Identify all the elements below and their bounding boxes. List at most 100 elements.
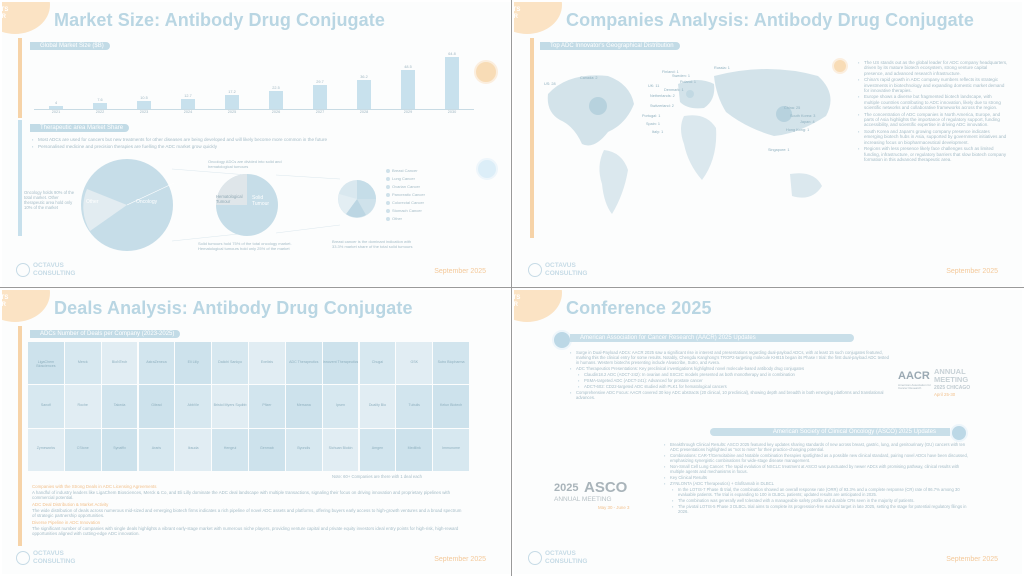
map-country-label: Finland: 1 <box>662 70 679 74</box>
deal-company-cell: Hengrui <box>212 428 248 471</box>
bullet: Personalised medicine and precision ther… <box>32 144 432 150</box>
slide-date: September 2025 <box>434 556 486 563</box>
slide-companies-analysis[interactable]: INSIGHTS CORNER Companies Analysis: Anti… <box>514 2 1022 286</box>
pie-note-right: Breast cancer is the dominant indication… <box>332 239 413 249</box>
bar-value-label: 12.7 <box>184 93 192 98</box>
deal-company-cell: Mersana <box>285 385 322 428</box>
map-country-label: UK: 11 <box>648 84 660 88</box>
x-tick-label: 2025 <box>227 110 237 114</box>
legend-item: Ovarian Cancer <box>386 183 425 191</box>
deal-company-cell: GSK <box>396 342 433 385</box>
slide-date: September 2025 <box>946 556 998 563</box>
slide-market-size[interactable]: INSIGHTS CORNER Market Size: Antibody Dr… <box>2 2 510 286</box>
bar-value-label: 36.2 <box>360 75 368 80</box>
aacr-logo: AACR American Association for Cancer Res… <box>898 367 971 398</box>
deal-company-cell: ADC Therapeutics <box>285 342 322 385</box>
deal-company-cell: Roche <box>64 385 101 428</box>
octavus-logo: OCTAVUS CONSULTING <box>16 549 76 567</box>
analysis-point: South Korea and Japan's growing company … <box>858 129 1008 145</box>
map-country-label: Italy: 1 <box>652 130 664 134</box>
insights-corner-badge: INSIGHTS CORNER <box>514 290 562 322</box>
legend-item: Stomach Cancer <box>386 207 425 215</box>
bar <box>357 80 371 109</box>
deal-company-cell: Genmab <box>249 428 285 471</box>
deal-company-cell: CStone <box>64 428 101 471</box>
aacr-subpoint: ADCT-602: CD22-targeted ADC studied with… <box>578 384 890 389</box>
asco-points: Breakthrough Clinical Results: ASCO 2025… <box>664 442 974 515</box>
analysis-point: China's rapid growth in ADC company numb… <box>858 77 1008 93</box>
asco-subpoint: The pivotal LOTIS-5 Phase 3 DLBCL trial … <box>672 504 974 514</box>
grid-label: ADCs Number of Deals per Company (2023-2… <box>30 330 181 338</box>
asco-point: Non-Small Cell Lung Cancer: The rapid ev… <box>664 464 974 474</box>
slide-deals-analysis[interactable]: INSIGHTS CORNER Deals Analysis: Antibody… <box>2 290 510 574</box>
analysis-point: Regions with less presence likely face c… <box>858 146 1008 162</box>
deal-company-cell: Synaffix <box>101 428 138 471</box>
map-country-label: Japan: 4 <box>800 120 815 124</box>
aacr-label: American Association for Cancer Research… <box>570 334 854 342</box>
deal-company-cell: AbbVie <box>175 385 212 428</box>
bar <box>49 105 63 109</box>
deal-company-cell: BioNTech <box>101 342 138 385</box>
analysis-point: Europe shows a diverse but fragmented bi… <box>858 94 1008 110</box>
map-country-label: South Korea: 3 <box>790 114 816 118</box>
market-share-bullets: Most ADCs are used for cancers but new t… <box>32 137 432 150</box>
octavus-logo: OCTAVUS CONSULTING <box>16 261 76 279</box>
insights-corner-badge: INSIGHTS CORNER <box>2 2 50 34</box>
slide-title: Conference 2025 <box>566 298 712 318</box>
x-tick-label: 2028 <box>359 110 369 114</box>
pie2-hematological-label: Hematological Tumour <box>216 194 243 204</box>
slide-conference[interactable]: INSIGHTS CORNER Conference 2025 American… <box>514 290 1022 574</box>
pie-connector-lines <box>172 168 341 242</box>
map-country-label: Netherlands: 2 <box>650 94 675 98</box>
oncology-pie <box>81 159 175 251</box>
aacr-point: Surge in Dual-Payload ADCs: AACR 2025 sa… <box>570 350 890 365</box>
map-country-label: China: 25 <box>784 106 801 110</box>
deal-company-cell: LigaChem Biosciences <box>28 342 64 385</box>
bar-value-label: 64.8 <box>448 52 456 57</box>
bar <box>181 98 195 109</box>
deal-company-cell: Merck <box>64 342 101 385</box>
deal-company-cell: Eli Lilly <box>175 342 212 385</box>
asco-logo: 2025 ASCO ANNUAL MEETING May 30 - June 3 <box>554 479 630 510</box>
deal-company-cell: Immunome <box>433 428 469 471</box>
map-country-label: Portugal: 1 <box>642 114 661 118</box>
vertical-divider <box>511 0 512 576</box>
legend-item: Pancreatic Cancer <box>386 191 425 199</box>
bar-value-label: 7.6 <box>97 97 103 102</box>
legend-item: Breast Cancer <box>386 167 425 175</box>
deal-company-cell: Araris <box>138 428 175 471</box>
deal-company-cell: Ipsen <box>322 385 359 428</box>
legend-item: Colorectal Cancer <box>386 199 425 207</box>
map-country-label: Hong Kong: 1 <box>786 128 810 132</box>
aacr-point: ADC Therapeutics Presentations: Key prec… <box>570 366 890 371</box>
pie-note-mid: Oncology ADCs are divided into solid and… <box>208 159 282 169</box>
deal-company-cell: Chugai <box>359 342 396 385</box>
accent-line <box>18 326 22 546</box>
aacr-point: Comprehensive ADC Focus: AACR covered 30… <box>570 390 890 400</box>
bar <box>313 85 327 109</box>
summary-text: A handful of industry leaders like LigaC… <box>32 489 451 500</box>
summary-heading: Companies with the Strong Deals in ADC L… <box>32 484 157 489</box>
asco-label: American Society of Clinical Oncology (A… <box>710 428 950 436</box>
bar-value-label: 29.7 <box>316 80 324 85</box>
x-tick-label: 2026 <box>271 110 281 114</box>
world-map <box>547 69 831 214</box>
summary-heading: Diverse Pipeline in ADC Innovation <box>32 520 101 525</box>
deal-company-cell: AstraZeneca <box>138 342 175 385</box>
pie1-other-label: Other <box>86 199 99 205</box>
map-country-label: Poland: 1 <box>680 80 697 84</box>
deal-company-cell: Sutro Biopharma <box>433 342 469 385</box>
legend-item: Other <box>386 215 425 223</box>
accent-line-2 <box>18 120 22 236</box>
market-share-label: Therapeutic area Market Share <box>30 124 130 132</box>
bar <box>445 57 459 109</box>
deal-company-cell: Tubulis <box>396 385 433 428</box>
aacr-points: Surge in Dual-Payload ADCs: AACR 2025 sa… <box>570 350 890 401</box>
deal-company-cell: Gilead <box>138 385 175 428</box>
aacr-subpoint: Claudin18.2 ADC (ADCT-242): In ovarian a… <box>578 372 890 377</box>
horizontal-divider <box>0 287 1024 288</box>
deal-company-cell: Innovent Therapeutics <box>322 342 359 385</box>
bar-value-label: 17.2 <box>228 90 236 95</box>
chart-label: Global Market Size ($B) <box>30 42 110 50</box>
deal-company-cell: Daiichi Sankyo <box>212 342 248 385</box>
